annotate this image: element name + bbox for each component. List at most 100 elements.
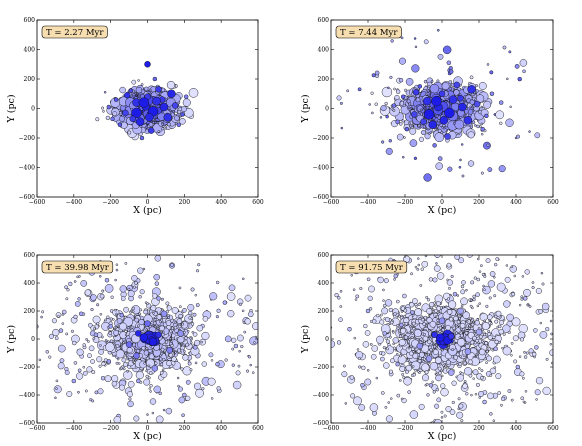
scatter-point xyxy=(371,111,374,115)
scatter-point xyxy=(226,292,236,301)
scatter-point xyxy=(148,371,153,375)
y-axis-label: Y (pc) xyxy=(6,94,17,123)
scatter-point xyxy=(48,333,54,339)
annotation-box xyxy=(335,25,402,39)
scatter-point xyxy=(124,352,128,355)
scatter-point xyxy=(145,113,154,122)
scatter-point xyxy=(419,108,423,112)
scatter-point xyxy=(381,351,386,356)
scatter-point xyxy=(65,297,69,301)
scatter-point xyxy=(144,320,151,327)
scatter-point xyxy=(145,369,148,373)
scatter-point xyxy=(428,120,437,129)
scatter-point xyxy=(493,366,497,369)
scatter-point xyxy=(231,363,235,367)
scatter-point xyxy=(396,299,400,304)
scatter-point xyxy=(481,328,485,332)
scatter-point xyxy=(446,60,452,66)
scatter-point xyxy=(400,94,406,99)
scatter-point xyxy=(482,284,485,288)
scatter-point xyxy=(77,297,81,301)
scatter-point xyxy=(531,281,535,284)
scatter-point xyxy=(445,406,452,413)
scatter-point xyxy=(392,337,399,344)
scatter-point xyxy=(426,92,430,96)
scatter-point xyxy=(427,86,430,90)
scatter-point xyxy=(390,39,394,43)
scatter-point xyxy=(235,370,241,376)
scatter-point xyxy=(155,331,162,339)
scatter-point xyxy=(469,99,475,105)
scatter-point xyxy=(57,362,65,370)
scatter-point xyxy=(166,360,172,367)
scatter-point xyxy=(434,403,440,409)
scatter-point xyxy=(453,81,461,89)
scatter-point xyxy=(115,263,119,266)
scatter-point xyxy=(436,28,440,32)
scatter-point xyxy=(380,105,387,112)
scatter-point xyxy=(486,143,490,147)
x-tick-label: 0 xyxy=(146,199,150,206)
scatter-point xyxy=(374,102,378,106)
y-tick-label: −600 xyxy=(19,420,36,427)
scatter-point xyxy=(338,317,343,323)
scatter-point xyxy=(460,297,468,306)
x-tick-label: 600 xyxy=(252,425,264,432)
x-tick-label: −600 xyxy=(323,199,340,206)
scatter-point xyxy=(517,76,522,82)
scatter-point xyxy=(97,388,104,395)
scatter-point xyxy=(148,88,152,92)
scatter-point xyxy=(476,277,481,282)
scatter-point xyxy=(390,397,393,400)
scatter-point xyxy=(159,370,164,375)
scatter-point xyxy=(444,107,455,119)
scatter-point xyxy=(164,340,169,344)
scatter-point xyxy=(138,295,142,299)
scatter-point xyxy=(41,310,45,314)
scatter-point xyxy=(385,147,393,155)
scatter-point xyxy=(113,97,119,102)
scatter-point xyxy=(368,103,371,106)
scatter-point xyxy=(376,313,380,318)
scatter-point xyxy=(478,82,487,90)
scatter-point xyxy=(133,415,140,422)
x-tick-label: 200 xyxy=(179,425,191,432)
scatter-point xyxy=(78,311,84,317)
scatter-point xyxy=(463,116,473,125)
scatter-point xyxy=(148,337,158,347)
scatter-point xyxy=(489,367,497,375)
scatter-point xyxy=(158,391,162,396)
scatter-point xyxy=(237,364,241,368)
scatter-point xyxy=(535,398,538,401)
scatter-point xyxy=(61,309,67,315)
scatter-point xyxy=(135,330,142,337)
scatter-point xyxy=(514,136,518,140)
scatter-point xyxy=(520,295,524,299)
scatter-point xyxy=(429,83,440,94)
scatter-point xyxy=(561,321,565,325)
x-tick-label: −600 xyxy=(29,199,46,206)
scatter-point xyxy=(457,407,460,411)
scatter-point xyxy=(167,89,176,98)
scatter-point xyxy=(483,100,492,109)
scatter-point xyxy=(400,397,404,401)
scatter-point xyxy=(437,53,444,60)
scatter-point xyxy=(480,369,484,372)
scatter-point xyxy=(409,139,418,147)
scatter-point xyxy=(423,106,426,110)
scatter-point xyxy=(479,125,482,128)
scatter-point xyxy=(411,111,418,118)
scatter-point xyxy=(137,267,144,274)
scatter-point xyxy=(448,95,458,104)
scatter-point xyxy=(506,313,514,322)
scatter-point xyxy=(201,361,208,367)
scatter-point xyxy=(144,86,149,91)
scatter-point xyxy=(133,352,140,360)
scatter-point xyxy=(232,380,242,390)
y-tick-label: 0 xyxy=(31,106,35,113)
scatter-point xyxy=(390,358,395,364)
scatter-point xyxy=(404,126,410,132)
scatter-point xyxy=(109,339,114,343)
x-tick-label: −400 xyxy=(360,199,377,206)
scatter-point xyxy=(476,304,480,308)
